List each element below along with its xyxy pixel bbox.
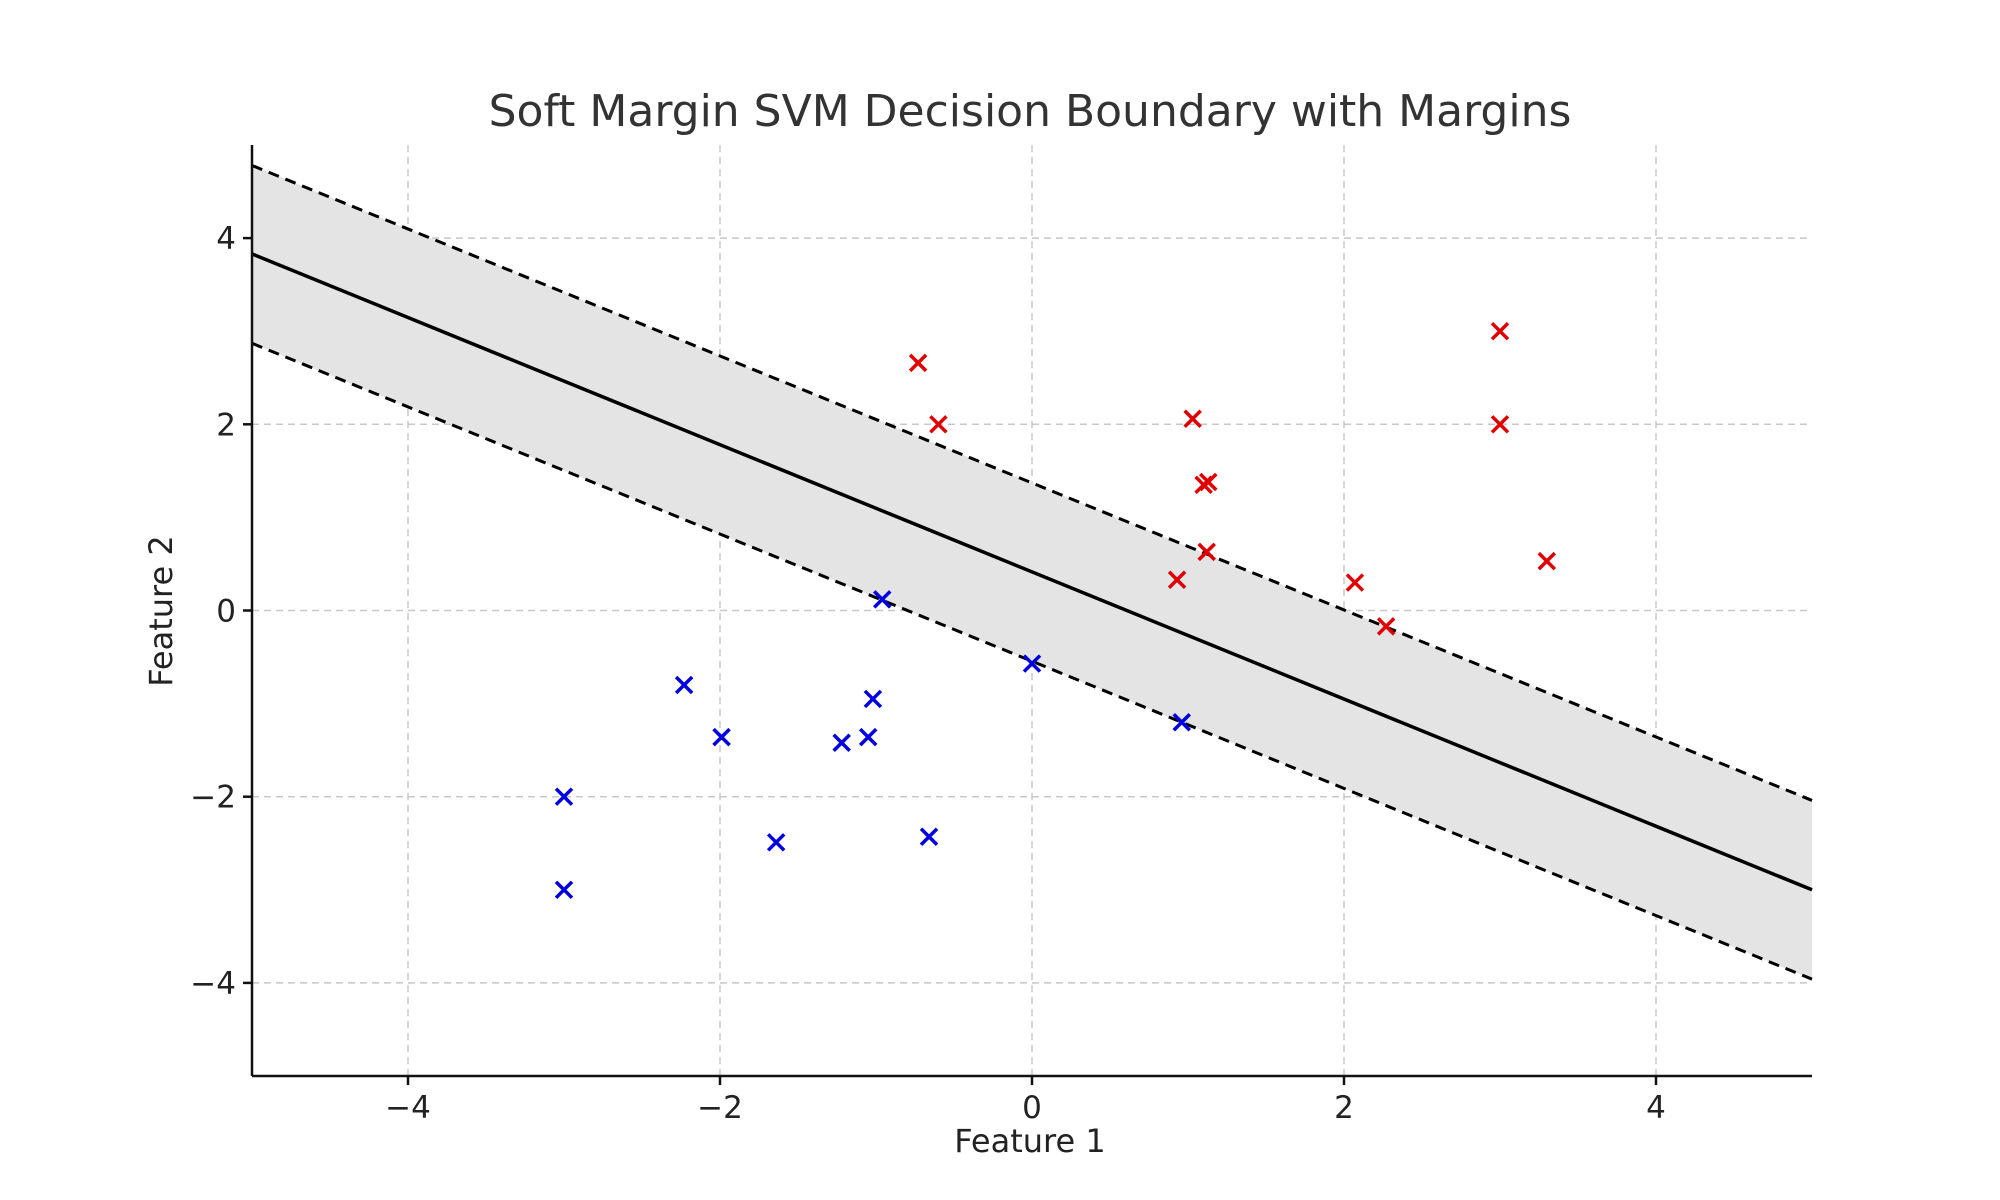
point-series1-8 bbox=[554, 787, 574, 806]
point-stroke bbox=[1537, 551, 1557, 571]
x-tick-label-4: 4 bbox=[1646, 1090, 1666, 1126]
point-stroke bbox=[674, 675, 694, 695]
x-tick-label-0: −4 bbox=[385, 1090, 431, 1126]
x-tick-label-2: 0 bbox=[1022, 1090, 1042, 1126]
point-series1-1 bbox=[1022, 654, 1042, 673]
x-axis-label: Feature 1 bbox=[954, 1122, 1105, 1160]
point-stroke bbox=[1197, 542, 1216, 562]
point-series1-11 bbox=[919, 827, 939, 846]
point-stroke bbox=[919, 827, 939, 846]
point-stroke bbox=[1022, 654, 1042, 673]
point-stroke bbox=[929, 415, 948, 434]
chart-title: Soft Margin SVM Decision Boundary with M… bbox=[489, 86, 1572, 137]
point-stroke bbox=[1490, 321, 1510, 341]
point-series1-7 bbox=[832, 733, 851, 752]
point-series0-9 bbox=[1490, 321, 1510, 341]
point-stroke bbox=[863, 689, 883, 709]
point-series1-5 bbox=[863, 689, 883, 709]
point-series1-4 bbox=[712, 727, 731, 747]
point-stroke bbox=[1167, 570, 1187, 590]
x-tick-label-1: −2 bbox=[697, 1090, 743, 1126]
point-series0-2 bbox=[1183, 409, 1202, 428]
point-series0-0 bbox=[908, 353, 928, 373]
point-stroke bbox=[858, 727, 878, 747]
point-series0-6 bbox=[1167, 570, 1187, 590]
boundary-lines bbox=[251, 164, 1813, 981]
point-stroke bbox=[1345, 573, 1365, 592]
point-series1-10 bbox=[766, 833, 786, 852]
y-tick-label-3: 2 bbox=[216, 407, 236, 443]
decision-boundary-line bbox=[251, 252, 1813, 892]
point-stroke bbox=[766, 833, 786, 852]
point-stroke bbox=[832, 733, 851, 752]
point-series1-9 bbox=[554, 880, 574, 900]
point-series1-3 bbox=[674, 675, 694, 695]
point-series1-6 bbox=[858, 727, 878, 747]
point-series0-7 bbox=[1345, 573, 1365, 592]
point-series0-4 bbox=[1194, 475, 1213, 495]
point-series0-11 bbox=[1537, 551, 1557, 571]
y-tick-label-0: −4 bbox=[190, 966, 236, 1002]
point-stroke bbox=[1194, 475, 1213, 495]
point-stroke bbox=[712, 727, 731, 747]
y-tick-label-1: −2 bbox=[190, 780, 236, 816]
point-stroke bbox=[1376, 617, 1396, 636]
y-axis-label: Feature 2 bbox=[142, 535, 180, 686]
data-points bbox=[554, 321, 1557, 900]
point-series0-10 bbox=[1490, 415, 1510, 434]
point-series1-2 bbox=[1172, 712, 1191, 732]
point-series1-0 bbox=[873, 590, 892, 609]
point-stroke bbox=[554, 787, 574, 806]
point-stroke bbox=[908, 353, 928, 373]
point-series0-1 bbox=[929, 415, 948, 434]
point-stroke bbox=[873, 590, 892, 609]
point-series0-8 bbox=[1376, 617, 1396, 636]
y-tick-label-4: 4 bbox=[216, 221, 236, 257]
margin-line-lower bbox=[251, 341, 1813, 981]
point-stroke bbox=[554, 880, 574, 900]
point-series0-5 bbox=[1197, 542, 1216, 562]
point-stroke bbox=[1172, 712, 1191, 732]
point-stroke bbox=[1183, 409, 1202, 428]
margin-line-upper bbox=[251, 164, 1813, 802]
y-tick-label-2: 0 bbox=[216, 594, 236, 630]
point-stroke bbox=[1490, 415, 1510, 434]
x-tick-label-3: 2 bbox=[1334, 1090, 1354, 1126]
axes: −4 −2 0 2 4 −4 −2 0 2 4 bbox=[190, 145, 1812, 1126]
